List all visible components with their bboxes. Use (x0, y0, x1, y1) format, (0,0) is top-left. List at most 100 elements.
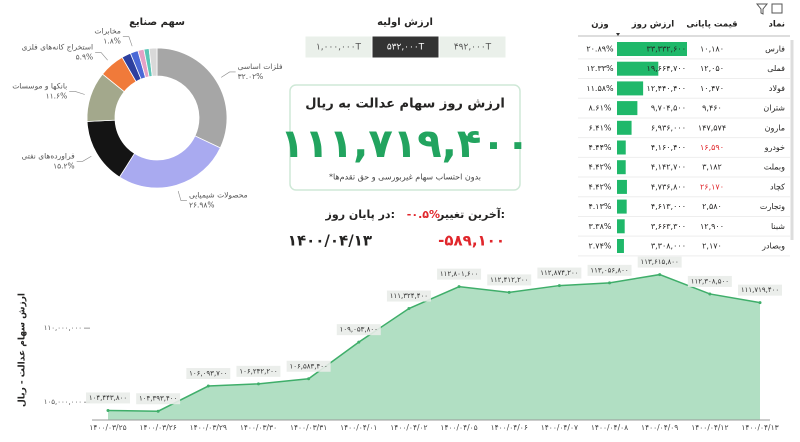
value: ۴,۷۳۶,۸۰۰ (651, 182, 686, 191)
x-tick-label: ۱۴۰۰/۰۴/۰۵ (440, 423, 477, 432)
data-label: ۱۰۴,۴۴۳,۸۰۰ (89, 394, 127, 402)
line (107, 273, 761, 412)
value: ۴,۱۴۲,۷۰۰ (651, 163, 686, 172)
symbol: وبصادر (761, 242, 785, 251)
slice-name: فراورده‌های نفتی (21, 151, 75, 160)
option-label[interactable]: ۴۹۲,۰۰۰T (454, 43, 492, 53)
column-header[interactable]: ارزش روز (631, 20, 675, 30)
headline-value: ۱۱۱,۷۱۹,۴۰۰ (280, 121, 530, 167)
focus-icon[interactable] (771, 3, 783, 14)
y-tick-label: ۱۱۰,۰۰۰,۰۰۰ (44, 324, 82, 332)
column-header[interactable]: نماد (769, 20, 785, 30)
data-label: ۱۱۱,۷۱۹,۴۰۰ (741, 286, 779, 294)
headline-note: *بدون احتساب سهام غیربورسی و حق تقدم‌ها (329, 173, 481, 182)
price: ۳,۱۸۲ (702, 163, 722, 172)
weight: ۴.۴۲% (588, 182, 611, 191)
price: ۲۶,۱۷۰ (700, 182, 724, 191)
price: ۹,۴۶۰ (702, 104, 722, 113)
price: ۱۰,۱۸۰ (700, 45, 724, 54)
change-percent: -۰.۵% (407, 208, 440, 221)
value: ۱۹,۶۶۴,۷۰۰ (647, 64, 686, 73)
x-tick-label: ۱۴۰۰/۰۳/۲۹ (190, 423, 227, 432)
weight: ۱۱.۵۸% (586, 84, 614, 93)
point (658, 273, 662, 277)
change-amount: -۵۸۹,۱۰۰ (438, 232, 505, 250)
toolbar-icons[interactable] (755, 3, 783, 15)
weight: ۴.۴۴% (588, 143, 611, 152)
slice-label: ۱.۸% (103, 37, 121, 46)
data-label: ۱۱۲,۳۰۸,۵۰۰ (691, 277, 729, 285)
value: ۴,۱۶۰,۴۰۰ (651, 143, 686, 152)
slice-name: استخراج کانه‌های فلزی (22, 43, 93, 52)
value: ۱۲,۴۴۰,۴۰۰ (647, 84, 686, 93)
point (608, 281, 612, 285)
leader-line (122, 36, 133, 47)
price: ۱۲,۹۰۰ (700, 222, 724, 231)
value-bar (617, 42, 687, 56)
data-label: ۱۰۶,۲۴۲,۲۰۰ (239, 367, 277, 375)
slice-label: ۵.۹% (76, 53, 94, 62)
column-header[interactable]: قیمت پایانی (686, 20, 737, 30)
data-label: ۱۰۹,۰۵۳,۸۰۰ (340, 326, 378, 334)
point (256, 382, 260, 386)
point (307, 377, 311, 381)
value-bar (617, 239, 624, 253)
leader-line (177, 190, 187, 201)
point (457, 285, 461, 289)
y-axis-title: ارزش سهام عدالت - ریال (18, 293, 28, 407)
symbol: وتجارت (760, 202, 785, 211)
symbol: فملی (767, 64, 785, 73)
point (407, 307, 411, 311)
slice-name: مخابرات (94, 27, 121, 36)
area (108, 274, 760, 420)
data-label: ۱۰۶,۰۹۳,۷۰۰ (189, 370, 227, 378)
data-label-bg (136, 393, 181, 405)
x-tick-label: ۱۴۰۰/۰۳/۲۶ (140, 423, 177, 432)
data-label: ۱۱۲,۸۰۱,۶۰۰ (440, 270, 478, 278)
leader-line (95, 52, 108, 61)
price: ۲,۱۷۰ (702, 242, 722, 251)
pie-slice (148, 47, 158, 77)
leader-line (221, 71, 236, 78)
pie-title: سهم صنایع (129, 17, 185, 28)
data-label-bg (437, 268, 482, 280)
value-bar (617, 101, 638, 116)
symbol: فولاد (769, 84, 785, 93)
data-label: ۱۱۲,۴۱۲,۲۰۰ (490, 276, 528, 284)
sort-arrow[interactable] (616, 33, 620, 36)
data-label-bg (738, 284, 782, 296)
price: ۲,۵۸۰ (702, 202, 722, 211)
symbol: خودرو (764, 143, 785, 152)
point (758, 301, 762, 305)
option-label[interactable]: ۵۳۲,۰۰۰T (387, 43, 425, 53)
weight: ۴.۴۲% (588, 163, 611, 172)
data-label-bg (587, 264, 632, 276)
filter-icon[interactable] (755, 3, 769, 15)
x-tick-label: ۱۴۰۰/۰۴/۰۸ (591, 423, 628, 432)
x-tick-label: ۱۴۰۰/۰۴/۰۶ (491, 423, 528, 432)
data-label-bg (386, 290, 431, 302)
weight: ۳.۳۸% (588, 222, 611, 231)
headline-title: ارزش روز سهام عدالت به ریال (305, 97, 505, 112)
slice-name: بانکها و موسسات (12, 81, 67, 90)
x-tick-label: ۱۴۰۰/۰۳/۳۰ (240, 423, 277, 432)
leader-line (76, 156, 92, 162)
y-tick-label: ۱۰۵,۰۰۰,۰۰۰ (44, 398, 82, 406)
data-label: ۱۱۲,۸۷۴,۲۰۰ (540, 269, 578, 277)
value-bar (617, 81, 644, 96)
slice-label: ۲۶.۹۸% (189, 201, 215, 210)
option-label[interactable]: ۱,۰۰۰,۰۰۰T (316, 43, 362, 53)
slice-label: ۱۵.۲% (53, 161, 75, 170)
price: ۱۴۷,۵۷۴ (698, 123, 726, 132)
value: ۳,۳۰۸,۰۰۰ (651, 242, 686, 251)
weight: ۶.۴۱% (588, 123, 611, 132)
option-button[interactable] (438, 35, 507, 59)
value-bar (617, 179, 627, 194)
value-bar (617, 61, 659, 76)
symbol: مارون (765, 123, 785, 132)
column-header[interactable]: وزن (591, 20, 608, 30)
leader-line (69, 91, 85, 95)
point (557, 284, 561, 288)
value: ۹,۷۰۴,۵۰۰ (651, 104, 686, 113)
